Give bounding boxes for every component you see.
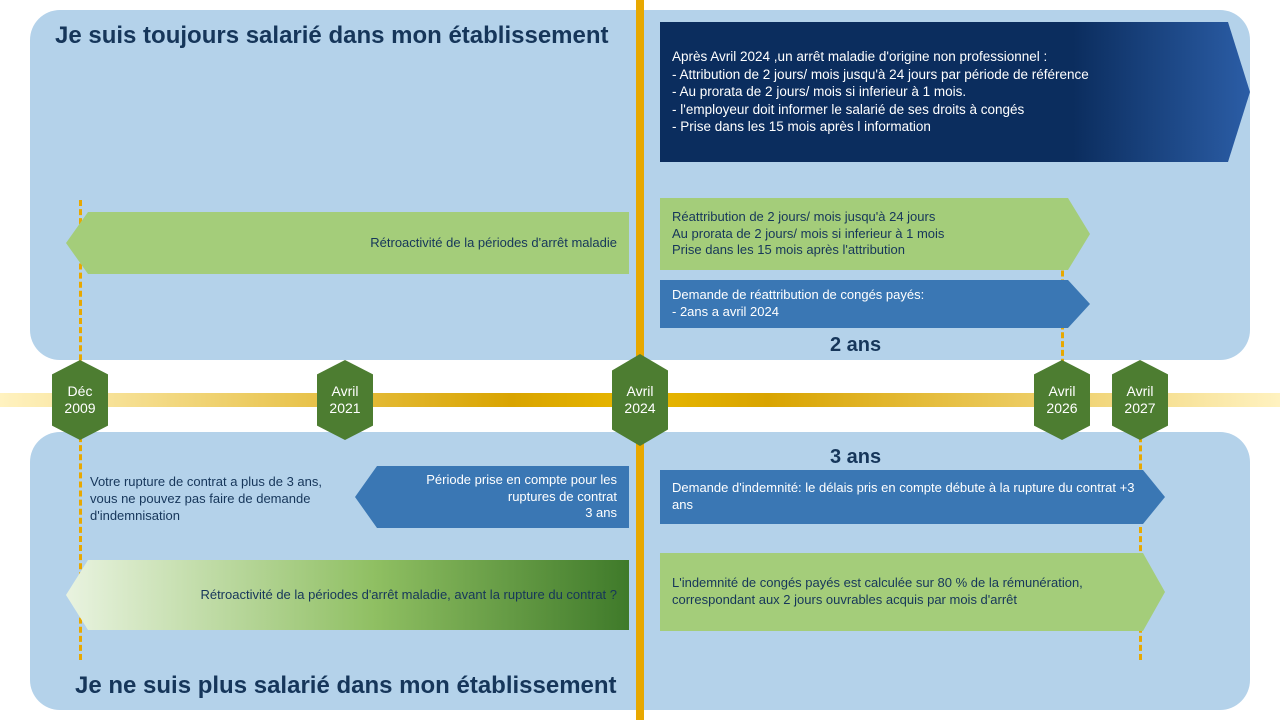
box-retro-top-green: Rétroactivité de la périodes d'arrêt mal… [66, 212, 629, 274]
box-after-2024-darkblue: Après Avril 2024 ,un arrêt maladie d'ori… [660, 22, 1250, 162]
marker-label: Avril 2024 [624, 383, 655, 417]
marker-dec-2009: Déc 2009 [52, 360, 108, 440]
box-demande-indemnite-blue: Demande d'indemnité: le délais pris en c… [660, 470, 1165, 524]
marker-label: Avril 2021 [329, 383, 360, 417]
box-text: Rétroactivité de la périodes d'arrêt mal… [96, 587, 617, 604]
top-title: Je suis toujours salarié dans mon établi… [55, 22, 609, 50]
box-text: Réattribution de 2 jours/ mois jusqu'à 2… [672, 209, 1060, 260]
box-periode-rupture-blue: Période prise en compte pour les rupture… [355, 466, 629, 528]
marker-avril-2026: Avril 2026 [1034, 360, 1090, 440]
box-text: Demande de réattribution de congés payés… [672, 287, 1060, 321]
marker-label: Avril 2026 [1046, 383, 1077, 417]
box-indemnite-80pct-green: L'indemnité de congés payés est calculée… [660, 553, 1165, 631]
marker-label: Déc 2009 [64, 383, 95, 417]
box-demande-reattribution-blue: Demande de réattribution de congés payés… [660, 280, 1090, 328]
box-text: Rétroactivité de la périodes d'arrêt mal… [96, 235, 617, 252]
marker-avril-2021: Avril 2021 [317, 360, 373, 440]
bottom-title: Je ne suis plus salarié dans mon établis… [75, 672, 617, 700]
box-text: L'indemnité de congés payés est calculée… [672, 575, 1135, 609]
box-retro-bottom-green: Rétroactivité de la périodes d'arrêt mal… [66, 560, 629, 630]
marker-label: Avril 2027 [1124, 383, 1155, 417]
label-3ans: 3 ans [830, 446, 881, 469]
box-reattribution-green: Réattribution de 2 jours/ mois jusqu'à 2… [660, 198, 1090, 270]
box-text: Période prise en compte pour les rupture… [385, 472, 617, 523]
text-rupture-3ans: Votre rupture de contrat a plus de 3 ans… [90, 474, 340, 525]
marker-avril-2024: Avril 2024 [612, 354, 668, 446]
marker-avril-2027: Avril 2027 [1112, 360, 1168, 440]
label-2ans: 2 ans [830, 334, 881, 357]
box-text: Demande d'indemnité: le délais pris en c… [672, 480, 1135, 514]
box-text: Après Avril 2024 ,un arrêt maladie d'ori… [672, 48, 1220, 136]
